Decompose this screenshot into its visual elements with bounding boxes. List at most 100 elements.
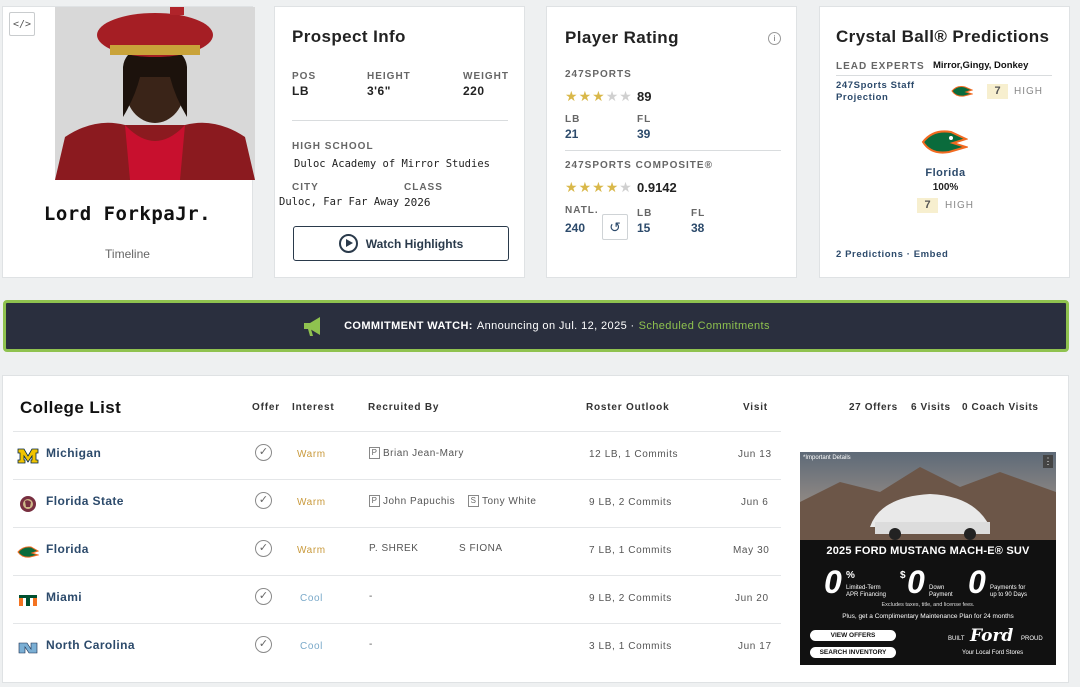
visit-header[interactable]: Visit bbox=[743, 402, 768, 413]
table-row[interactable]: Michigan ✓ Warm P Brian Jean-Mary 12 LB, … bbox=[13, 431, 781, 479]
composite-fl-rank[interactable]: 38 bbox=[691, 221, 705, 235]
ad-label-down: Down Payment bbox=[929, 585, 953, 598]
natl-label: NATL. bbox=[565, 205, 599, 216]
role-badge: P bbox=[369, 447, 380, 459]
info-icon[interactable]: i bbox=[768, 32, 781, 45]
ford-advertisement[interactable]: *Important Details ⋮ 2025 FORD MUSTANG M… bbox=[800, 452, 1056, 665]
player-rating-title: Player Rating bbox=[565, 28, 679, 47]
fl-label: FL bbox=[637, 114, 652, 125]
roster-outlook: 7 LB, 1 Commits bbox=[589, 545, 672, 556]
play-icon bbox=[338, 234, 358, 253]
roster-outlook-header: Roster Outlook bbox=[586, 402, 670, 413]
ad-built: BUILT bbox=[948, 636, 965, 642]
staff-projection-link[interactable]: 247Sports Staff Projection bbox=[836, 80, 915, 103]
florida-state-logo bbox=[20, 496, 36, 512]
interest-level: Cool bbox=[300, 593, 323, 604]
height-value: 3'6" bbox=[367, 84, 391, 98]
ford-logo: Ford bbox=[970, 626, 1014, 646]
lb-label: LB bbox=[637, 208, 653, 219]
ad-tagline: Your Local Ford Stores bbox=[962, 650, 1024, 656]
recruiter[interactable]: S Tony White bbox=[468, 495, 536, 507]
embed-button[interactable]: </> bbox=[9, 12, 35, 36]
predicted-school[interactable]: Florida bbox=[925, 167, 966, 179]
offer-check-icon: ✓ bbox=[255, 444, 272, 461]
ad-maintenance-text: Plus, get a Complimentary Maintenance Pl… bbox=[842, 613, 1014, 620]
table-row[interactable]: Florida ✓ Warm P. SHREK S FIONA 7 LB, 1 … bbox=[13, 527, 781, 575]
ad-label-apr: Limited-Term APR Financing bbox=[846, 585, 887, 598]
view-offers-button[interactable]: VIEW OFFERS bbox=[810, 630, 896, 641]
star-icon: ★ bbox=[578, 179, 592, 195]
prospect-info-title: Prospect Info bbox=[292, 27, 406, 46]
weight-value: 220 bbox=[463, 84, 485, 98]
ad-menu-icon[interactable]: ⋮ bbox=[1043, 455, 1053, 468]
star-icon: ★ bbox=[592, 179, 605, 195]
table-row[interactable]: Miami ✓ Cool - 9 LB, 2 Commits Jun 20 bbox=[13, 575, 781, 623]
offer-check-icon: ✓ bbox=[255, 636, 272, 653]
class-value: 2026 bbox=[404, 196, 431, 209]
ad-fine-print: Excludes taxes, title, and license fees. bbox=[881, 602, 975, 608]
player-name: Lord ForkpaJr. bbox=[43, 203, 212, 225]
lb-rank[interactable]: 21 bbox=[565, 127, 579, 141]
ad-zero-apr: 0 bbox=[824, 564, 842, 600]
offer-check-icon: ✓ bbox=[255, 540, 272, 557]
star-icon: ★ bbox=[565, 88, 578, 104]
star-icon: ★ bbox=[605, 88, 619, 104]
predictions-embed-link[interactable]: 2 Predictions · Embed bbox=[836, 249, 949, 260]
school-name[interactable]: North Carolina bbox=[46, 638, 135, 652]
ad-dollar: $ bbox=[900, 570, 906, 581]
ad-headline: 2025 FORD MUSTANG MACH-E® SUV bbox=[826, 545, 1030, 557]
composite-lb-rank[interactable]: 15 bbox=[637, 221, 651, 235]
search-inventory-button[interactable]: SEARCH INVENTORY bbox=[810, 647, 896, 658]
visits-count: 6 Visits bbox=[911, 402, 951, 413]
role-badge: P bbox=[369, 495, 380, 507]
interest-level: Cool bbox=[300, 641, 323, 652]
school-name[interactable]: Florida State bbox=[46, 494, 124, 508]
interest-level: Warm bbox=[297, 449, 326, 460]
player-rating-card: Player Rating i 247SPORTS ★ ★ ★ ★ ★ 89 LB 21… bbox=[546, 6, 797, 278]
height-label: HEIGHT bbox=[367, 71, 411, 82]
ad-zero-down: 0 bbox=[907, 564, 925, 600]
weight-label: WEIGHT bbox=[463, 71, 509, 82]
ad-important-details[interactable]: *Important Details bbox=[803, 455, 851, 461]
school-name[interactable]: Michigan bbox=[46, 446, 102, 460]
star-icon: ★ bbox=[619, 88, 632, 104]
divider bbox=[292, 120, 508, 121]
ad-proud: PROUD bbox=[1021, 636, 1043, 642]
history-icon[interactable]: ↺ bbox=[602, 214, 628, 240]
player-photo bbox=[55, 7, 255, 180]
michigan-logo bbox=[17, 448, 39, 464]
timeline-link[interactable]: Timeline bbox=[105, 247, 150, 261]
school-name[interactable]: Florida bbox=[46, 542, 89, 556]
star-icon: ★ bbox=[565, 179, 578, 195]
staff-rank-badge: 7 bbox=[987, 84, 1008, 99]
table-row[interactable]: Florida State ✓ Warm P John Papuchis S Ton… bbox=[13, 479, 781, 527]
fl-label: FL bbox=[691, 208, 706, 219]
school-name[interactable]: Miami bbox=[46, 590, 83, 604]
recruiter-name: Brian Jean-Mary bbox=[383, 447, 464, 459]
interest-header[interactable]: Interest bbox=[292, 402, 335, 413]
roster-outlook: 9 LB, 2 Commits bbox=[589, 497, 672, 508]
recruiter-name: John Papuchis bbox=[383, 495, 456, 507]
visit-date: May 30 bbox=[733, 545, 770, 556]
roster-outlook: 9 LB, 2 Commits bbox=[589, 593, 672, 604]
florida-gator-logo bbox=[921, 130, 968, 154]
rating-score: 89 bbox=[637, 89, 652, 104]
recruiter[interactable]: P Brian Jean-Mary bbox=[369, 447, 464, 459]
natl-rank[interactable]: 240 bbox=[565, 221, 586, 235]
lead-experts-names[interactable]: Mirror,Gingy, Donkey bbox=[933, 60, 1029, 71]
watch-highlights-button[interactable]: Watch Highlights bbox=[293, 226, 509, 261]
247sports-label: 247SPORTS bbox=[565, 69, 632, 80]
scheduled-commitments-link[interactable]: Scheduled Commitments bbox=[638, 320, 770, 332]
recruiter[interactable]: P. SHREK bbox=[369, 543, 418, 554]
fl-rank[interactable]: 39 bbox=[637, 127, 651, 141]
table-row[interactable]: North Carolina ✓ Cool - 3 LB, 1 Commits … bbox=[13, 623, 781, 671]
high-school-link[interactable]: Duloc Academy of Mirror Studies bbox=[294, 158, 490, 170]
lead-experts-label: LEAD EXPERTS bbox=[836, 61, 925, 72]
coach-visits-count: 0 Coach Visits bbox=[962, 402, 1039, 413]
recruiter[interactable]: S FIONA bbox=[459, 543, 503, 554]
visit-date: Jun 13 bbox=[738, 449, 772, 460]
code-icon: </> bbox=[12, 18, 32, 30]
offer-header[interactable]: Offer bbox=[252, 402, 280, 413]
recruiter[interactable]: P John Papuchis bbox=[369, 495, 455, 507]
city-label: CITY bbox=[292, 182, 319, 193]
